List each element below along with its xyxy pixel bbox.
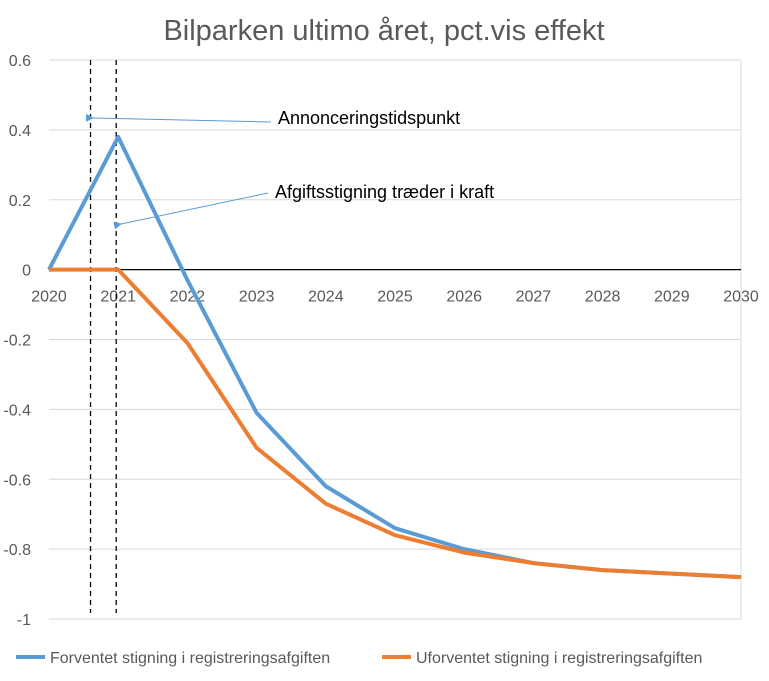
data-point xyxy=(186,279,188,281)
data-point xyxy=(394,527,396,529)
gridlines xyxy=(49,59,742,620)
data-point xyxy=(532,562,534,564)
chart-title: Bilparken ultimo året, pct.vis effekt xyxy=(163,15,604,47)
x-tick-label: 2027 xyxy=(516,289,552,306)
x-axis: 2020 2021 2022 2023 2024 2025 2026 2027 2028 2029… xyxy=(31,269,759,306)
data-point xyxy=(325,503,327,505)
x-tick-label: 2026 xyxy=(446,289,482,306)
x-tick-label: 2023 xyxy=(239,289,275,306)
vertical-markers xyxy=(89,60,117,613)
data-point xyxy=(48,269,50,271)
x-tick-label: 2021 xyxy=(100,289,136,306)
annotation-arrow xyxy=(113,192,269,230)
legend-label: Uforventet stigning i registreringsafgif… xyxy=(416,650,702,667)
y-tick-label: 0.2 xyxy=(9,193,31,210)
x-tick-label: 2028 xyxy=(585,289,621,306)
data-point xyxy=(186,342,188,344)
data-point xyxy=(740,576,742,578)
annotation-label: Annonceringstidspunkt xyxy=(278,108,460,128)
data-point xyxy=(671,573,673,575)
y-tick-label: -0.2 xyxy=(3,333,31,350)
annotation-label: Afgiftsstigning træder i kraft xyxy=(275,182,494,202)
data-point xyxy=(117,136,119,138)
x-tick-label: 2025 xyxy=(377,289,413,306)
data-point xyxy=(463,548,465,550)
y-tick-label: -0.4 xyxy=(3,402,31,419)
x-tick-label: 2029 xyxy=(654,289,690,306)
data-point xyxy=(463,552,465,554)
data-point xyxy=(394,534,396,536)
y-tick-label: 0.6 xyxy=(9,53,31,70)
data-point xyxy=(256,447,258,449)
y-tick-label: 0.4 xyxy=(9,123,31,140)
annotation-arrow xyxy=(85,113,272,123)
data-point xyxy=(117,269,119,271)
y-tick-label: -1 xyxy=(17,612,31,629)
annotations: Annonceringstidspunkt Afgiftsstigning træ… xyxy=(85,108,494,230)
x-tick-label: 2030 xyxy=(723,289,759,306)
y-axis-ticks: 0.6 0.4 0.2 0 -0.2 -0.4 -0.6 -0.8 -1 xyxy=(3,53,31,629)
x-tick-label: 2020 xyxy=(31,289,67,306)
data-point xyxy=(325,485,327,487)
series-lines xyxy=(47,134,742,580)
y-tick-label: -0.6 xyxy=(3,472,31,489)
x-tick-label: 2024 xyxy=(308,289,344,306)
legend-label: Forventet stigning i registreringsafgift… xyxy=(50,650,330,667)
y-tick-label: 0 xyxy=(22,263,31,280)
data-point xyxy=(602,569,604,571)
legend: Forventet stigning i registreringsafgift… xyxy=(16,650,702,667)
y-tick-label: -0.8 xyxy=(3,542,31,559)
data-point xyxy=(256,412,258,414)
